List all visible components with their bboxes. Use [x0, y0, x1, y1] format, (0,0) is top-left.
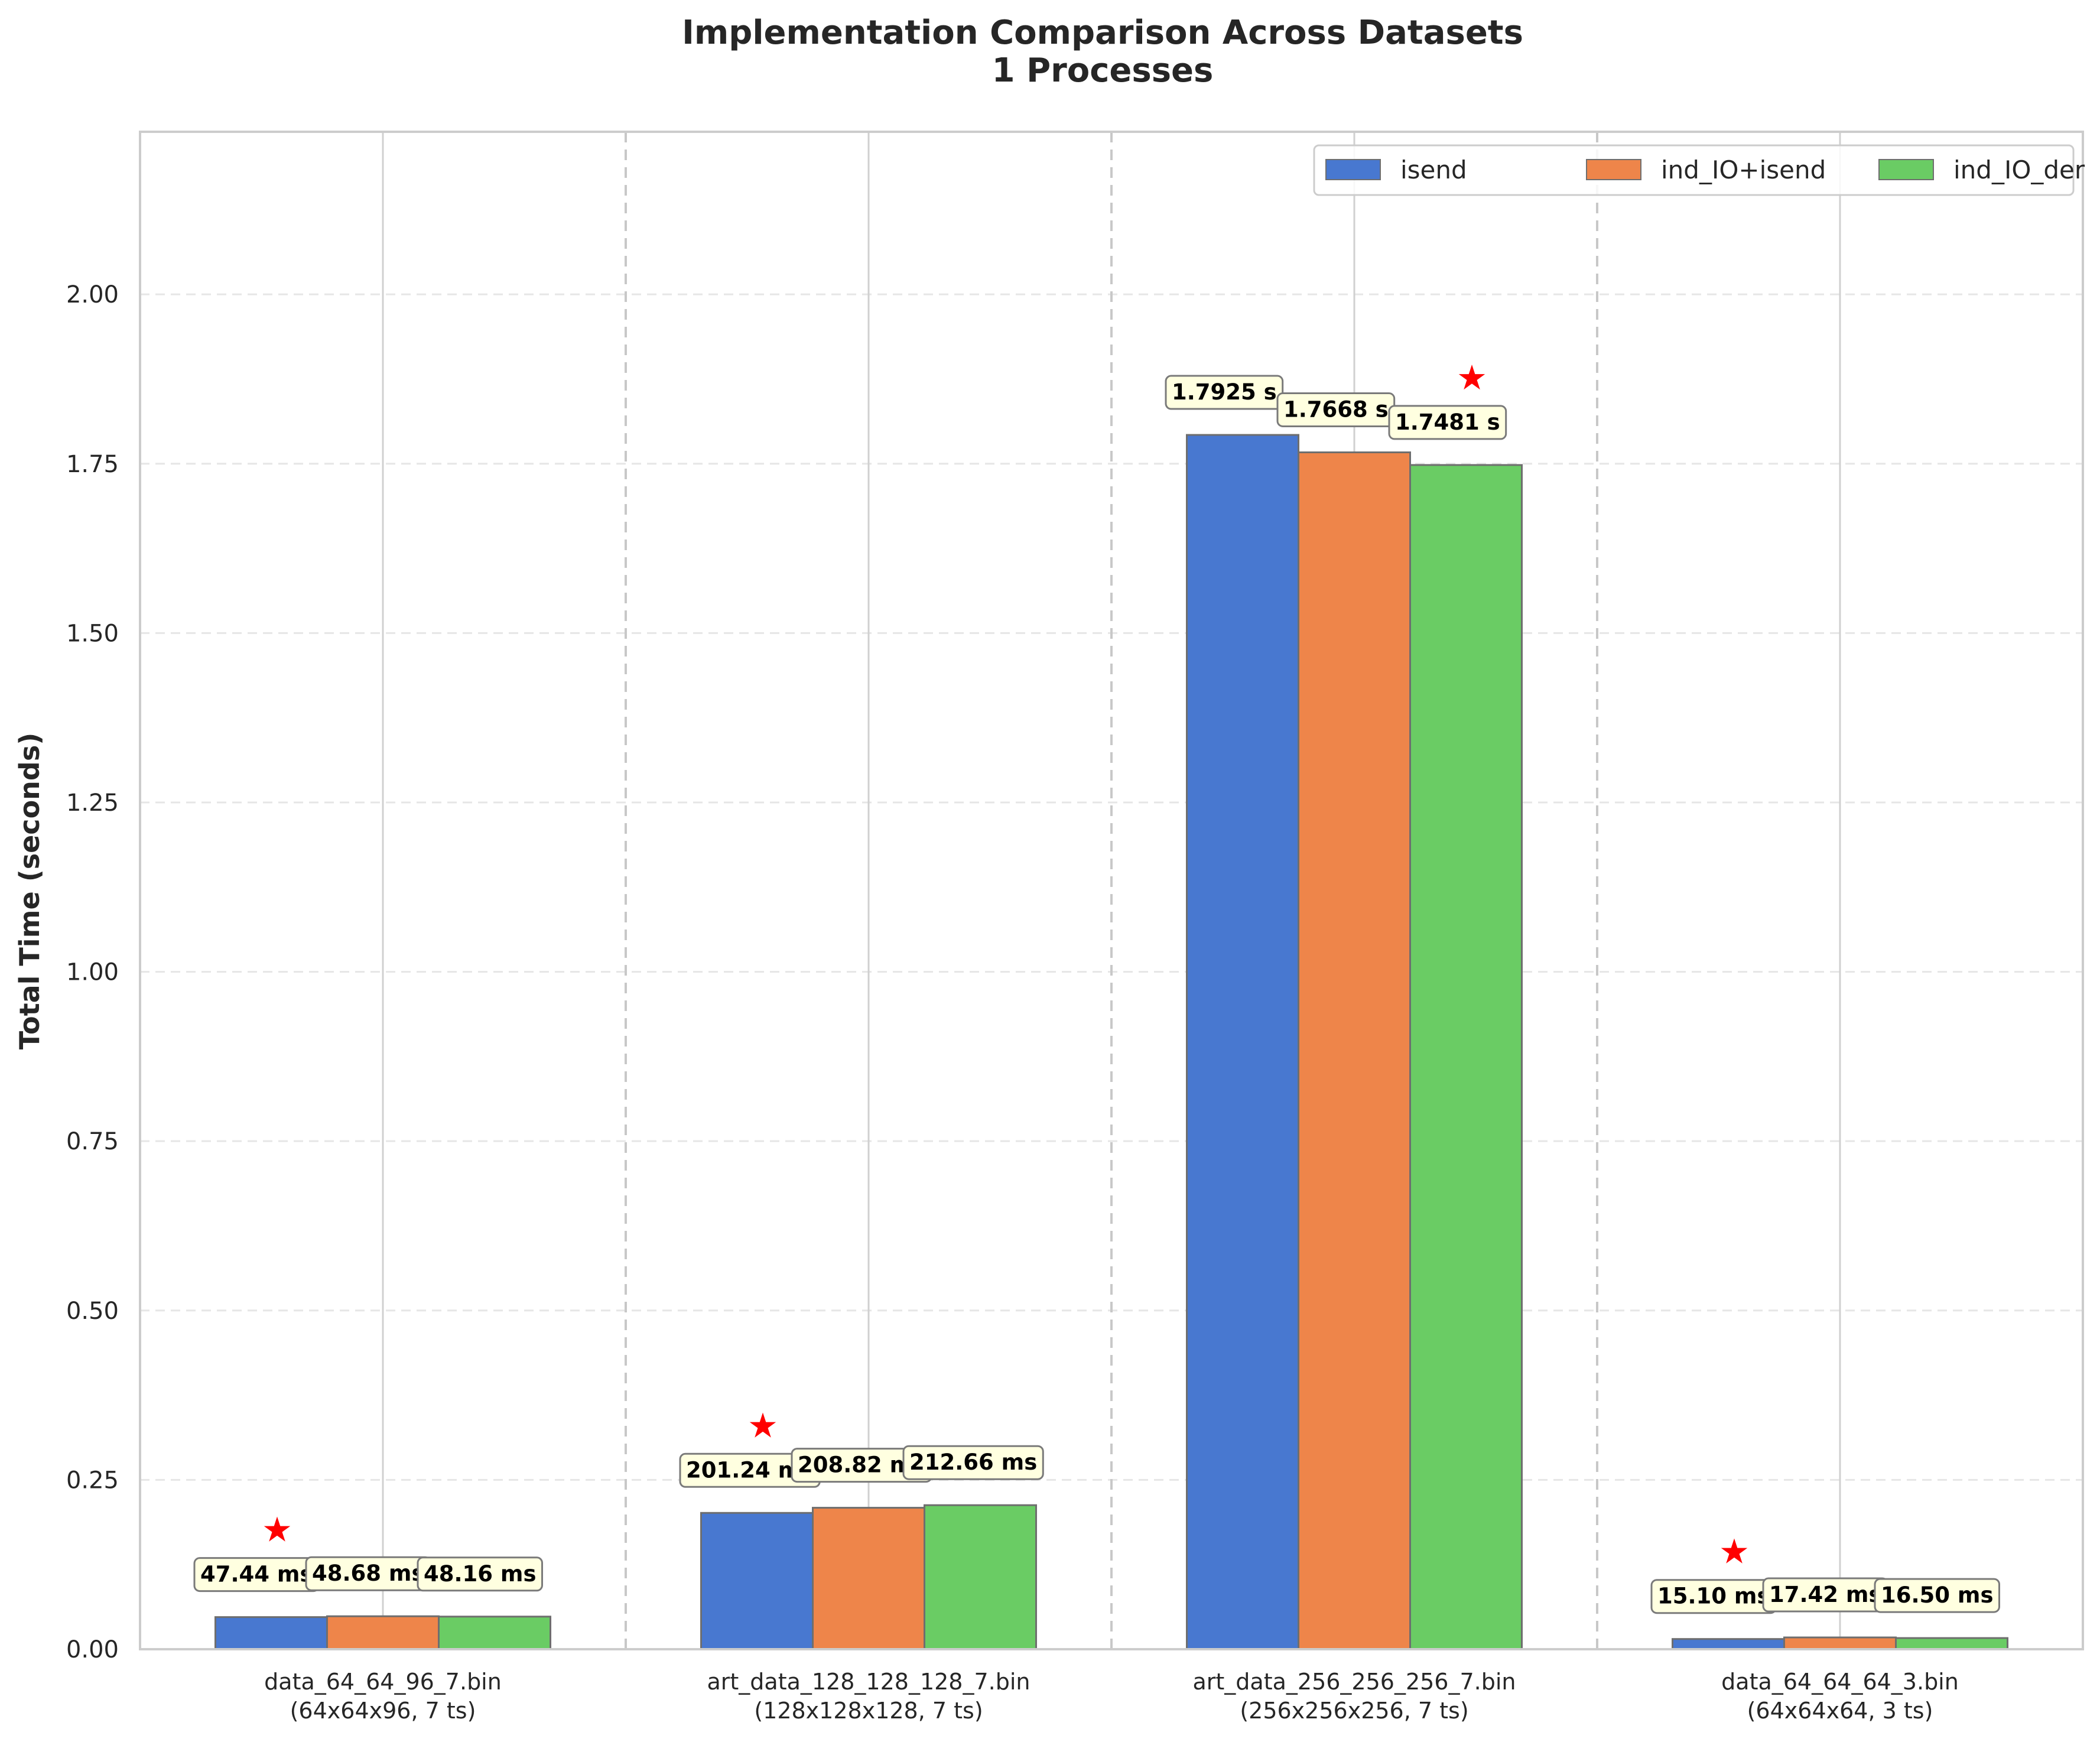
best-star-icon: ★ — [262, 1510, 292, 1550]
bar-layer — [214, 434, 2008, 1650]
best-star-icon: ★ — [1719, 1532, 1750, 1572]
y-tick-label: 1.50 — [66, 620, 119, 647]
x-tick-detail: (128x128x128, 7 ts) — [754, 1698, 983, 1724]
legend-frame — [1313, 144, 2075, 196]
bar — [438, 1616, 551, 1650]
legend: isend ind_IO+isend ind_IO_der — [1313, 144, 2085, 196]
bar — [812, 1507, 925, 1650]
x-tick-label: data_64_64_96_7.bin — [264, 1669, 502, 1695]
legend-entry: ind_IO_der — [1953, 155, 2085, 184]
legend-swatch — [1586, 159, 1641, 180]
data-label-box — [417, 1556, 543, 1592]
y-tick-label: 1.75 — [66, 451, 119, 478]
data-label-box — [902, 1445, 1044, 1480]
legend-entry: isend — [1400, 155, 1467, 184]
bar — [924, 1504, 1037, 1650]
x-tick-detail: (64x64x64, 3 ts) — [1747, 1698, 1933, 1724]
data-label-box — [1874, 1578, 2000, 1613]
best-star-icon: ★ — [1457, 358, 1487, 398]
axis-layer: 0.00 0.25 0.50 0.75 1.00 1.25 1.50 1.75 2.00 data… — [66, 131, 2084, 1724]
x-tick-label: art_data_128_128_128_7.bin — [707, 1669, 1030, 1695]
data-label: 212.66 ms — [909, 1450, 1037, 1475]
best-star-icon: ★ — [747, 1405, 778, 1445]
data-label: 48.68 ms — [312, 1561, 425, 1586]
y-tick-label: 0.00 — [66, 1636, 119, 1663]
y-axis-label: Total Time (seconds) — [14, 733, 45, 1050]
bar — [326, 1615, 440, 1650]
data-label: 1.7481 s — [1395, 410, 1500, 435]
data-label-box — [1388, 405, 1507, 440]
legend-swatch — [1325, 159, 1381, 180]
data-label: 1.7668 s — [1283, 396, 1389, 422]
data-label: 15.10 ms — [1657, 1584, 1770, 1609]
chart-title: Implementation Comparison Across Dataset… — [682, 14, 1523, 52]
bar — [1783, 1636, 1897, 1650]
x-tick-label: data_64_64_64_3.bin — [1721, 1669, 1959, 1695]
plot-frame — [139, 131, 2084, 1650]
y-tick-label: 1.00 — [66, 959, 119, 986]
x-tick-detail: (256x256x256, 7 ts) — [1240, 1698, 1468, 1724]
y-tick-label: 0.75 — [66, 1128, 119, 1155]
y-tick-label: 0.50 — [66, 1298, 119, 1325]
data-label: 47.44 ms — [200, 1562, 313, 1587]
legend-swatch — [1878, 159, 1934, 180]
x-tick-detail: (64x64x96, 7 ts) — [290, 1698, 476, 1724]
x-tick-label: art_data_256_256_256_7.bin — [1192, 1669, 1516, 1695]
data-label: 16.50 ms — [1881, 1582, 1994, 1608]
y-tick-label: 1.25 — [66, 789, 119, 817]
legend-entry: ind_IO+isend — [1661, 155, 1826, 184]
data-label: 1.7925 s — [1172, 379, 1277, 405]
data-label: 48.16 ms — [424, 1561, 537, 1587]
chart-subtitle: 1 Processes — [992, 51, 1214, 90]
bar — [1298, 451, 1411, 1650]
bar — [1186, 434, 1299, 1650]
bar — [1672, 1638, 1785, 1650]
y-tick-label: 2.00 — [66, 281, 119, 308]
bar — [1409, 464, 1523, 1650]
bar — [1895, 1637, 2008, 1650]
y-tick-label: 0.25 — [66, 1467, 119, 1494]
bar — [700, 1512, 814, 1650]
bar — [214, 1616, 328, 1650]
data-label: 17.42 ms — [1769, 1582, 1882, 1607]
grid-layer — [140, 132, 2083, 1649]
